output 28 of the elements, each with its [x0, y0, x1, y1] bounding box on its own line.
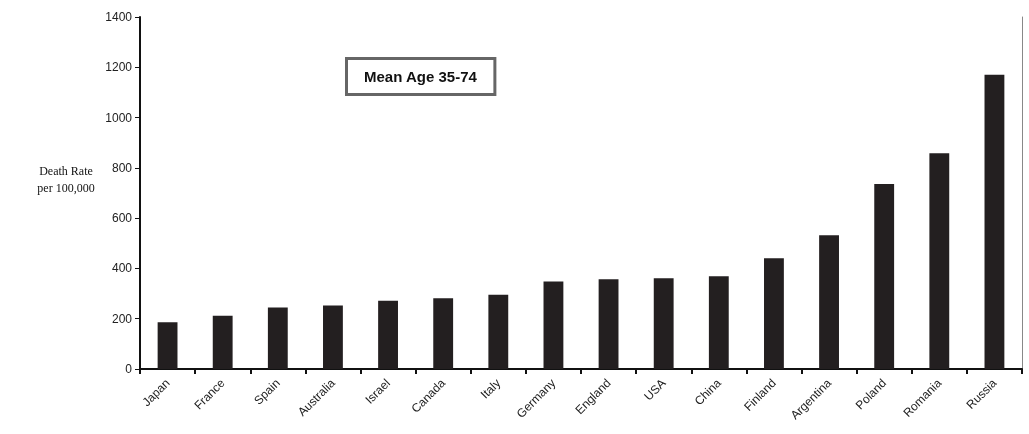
y-tick-label: 800 [111, 160, 133, 175]
bar [598, 279, 619, 369]
bar [433, 298, 454, 369]
bar [378, 300, 398, 369]
bar [764, 258, 784, 369]
y-tick-label: 0 [125, 362, 133, 376]
y-tick-label: 200 [111, 311, 133, 326]
bar [157, 322, 178, 369]
bar [708, 276, 729, 369]
bar [267, 307, 288, 369]
annotation: Mean Age 35-74 [364, 68, 478, 85]
y-tick-label: 600 [111, 211, 133, 226]
bar [929, 153, 950, 369]
y-axis-title: Death Rate per 100,000 [37, 163, 95, 195]
x-tick-label: Italy [477, 376, 504, 402]
bar [819, 235, 839, 369]
bar [543, 281, 564, 369]
y-tick-label: 400 [111, 261, 133, 276]
bar [874, 183, 895, 369]
bar [653, 278, 674, 369]
y-tick-label: 1200 [105, 60, 133, 75]
bar [984, 74, 1005, 369]
bar [488, 294, 509, 369]
y-tick-label: 1400 [105, 10, 133, 24]
x-tick-label: USA [641, 376, 669, 404]
bar [212, 315, 233, 369]
y-tick-label: 1000 [105, 110, 133, 125]
bar [323, 305, 343, 369]
